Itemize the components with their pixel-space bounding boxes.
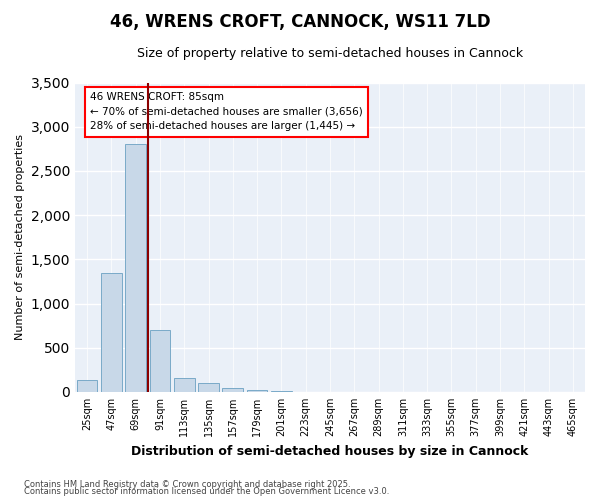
Bar: [223, 388, 243, 392]
Bar: [101, 272, 122, 392]
Text: Contains public sector information licensed under the Open Government Licence v3: Contains public sector information licen…: [24, 487, 389, 496]
Bar: [149, 330, 170, 392]
Title: Size of property relative to semi-detached houses in Cannock: Size of property relative to semi-detach…: [137, 48, 523, 60]
Bar: [174, 378, 194, 392]
Text: 46 WRENS CROFT: 85sqm
← 70% of semi-detached houses are smaller (3,656)
28% of s: 46 WRENS CROFT: 85sqm ← 70% of semi-deta…: [90, 92, 363, 132]
Y-axis label: Number of semi-detached properties: Number of semi-detached properties: [15, 134, 25, 340]
Bar: [247, 390, 268, 392]
Text: 46, WRENS CROFT, CANNOCK, WS11 7LD: 46, WRENS CROFT, CANNOCK, WS11 7LD: [110, 12, 490, 30]
Bar: [125, 144, 146, 392]
Text: Contains HM Land Registry data © Crown copyright and database right 2025.: Contains HM Land Registry data © Crown c…: [24, 480, 350, 489]
Bar: [198, 383, 219, 392]
Bar: [271, 391, 292, 392]
X-axis label: Distribution of semi-detached houses by size in Cannock: Distribution of semi-detached houses by …: [131, 444, 529, 458]
Bar: [77, 380, 97, 392]
